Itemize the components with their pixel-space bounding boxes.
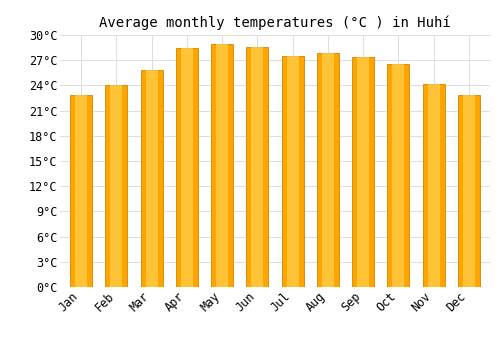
Bar xyxy=(392,64,404,287)
Bar xyxy=(422,84,444,287)
Bar xyxy=(463,96,475,287)
Bar xyxy=(106,85,128,287)
Bar xyxy=(75,96,87,287)
Bar xyxy=(388,64,409,287)
Bar xyxy=(428,84,440,287)
Bar xyxy=(181,48,193,287)
Bar xyxy=(286,56,298,287)
Bar xyxy=(458,96,480,287)
Bar xyxy=(282,56,304,287)
Bar xyxy=(176,48,198,287)
Bar xyxy=(252,47,264,287)
Bar xyxy=(70,96,92,287)
Bar xyxy=(357,57,369,287)
Bar xyxy=(317,54,339,287)
Title: Average monthly temperatures (°C ) in Huhí: Average monthly temperatures (°C ) in Hu… xyxy=(99,15,451,30)
Bar xyxy=(352,57,374,287)
Bar xyxy=(146,70,158,287)
Bar xyxy=(211,44,233,287)
Bar xyxy=(140,70,162,287)
Bar xyxy=(216,44,228,287)
Bar xyxy=(246,47,268,287)
Bar xyxy=(322,54,334,287)
Bar xyxy=(110,85,122,287)
